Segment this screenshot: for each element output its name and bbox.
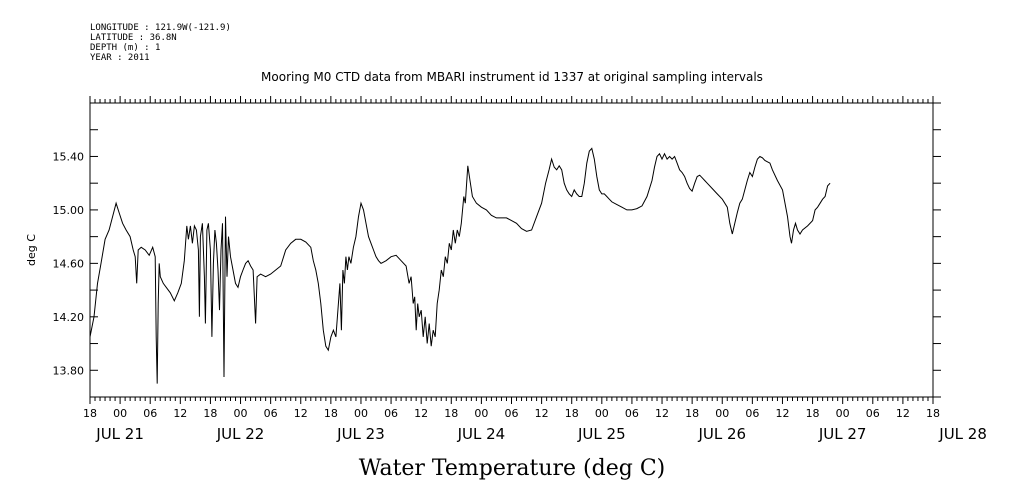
x-tick-label: 18: [565, 407, 579, 420]
x-day-label: JUL 28: [938, 425, 987, 443]
y-axis: 13.80 14.20 14.60 15.00 15.40: [53, 102, 941, 398]
meta-line-longitude: LONGITUDE : 121.9W(-121.9): [90, 23, 231, 33]
x-tick-label: 12: [173, 407, 187, 420]
x-tick-label: 06: [264, 407, 278, 420]
x-tick-label: 00: [354, 407, 368, 420]
meta-line-latitude: LATITUDE : 36.8N: [90, 33, 177, 43]
x-tick-label: 12: [535, 407, 549, 420]
x-tick-label: 12: [655, 407, 669, 420]
x-tick-label: 00: [113, 407, 127, 420]
x-tick-label: 06: [866, 407, 880, 420]
y-tick-label: 15.00: [53, 204, 85, 217]
metadata-header: LONGITUDE : 121.9W(-121.9) LATITUDE : 36…: [90, 23, 231, 63]
x-axis-label: Water Temperature (deg C): [359, 456, 666, 481]
x-tick-label: 12: [414, 407, 428, 420]
x-tick-label: 18: [203, 407, 217, 420]
x-tick-label: 06: [384, 407, 398, 420]
x-axis: 18 00 06 12 18 00 06 12 18 00 06 12 18 00 06 12 18 00 06 12…: [83, 96, 987, 443]
x-tick-label: 06: [745, 407, 759, 420]
y-tick-label: 15.40: [53, 150, 85, 163]
y-tick-label: 13.80: [53, 364, 85, 377]
x-tick-label: 12: [896, 407, 910, 420]
x-tick-label: 06: [505, 407, 519, 420]
chart-title: Mooring M0 CTD data from MBARI instrumen…: [261, 70, 763, 84]
x-tick-label: 18: [926, 407, 940, 420]
x-day-label: JUL 22: [216, 425, 265, 443]
x-tick-label: 06: [143, 407, 157, 420]
x-day-label: JUL 25: [577, 425, 626, 443]
x-tick-label: 18: [83, 407, 97, 420]
x-tick-label: 18: [324, 407, 338, 420]
x-tick-label: 06: [625, 407, 639, 420]
x-tick-label: 18: [806, 407, 820, 420]
x-tick-label: 00: [715, 407, 729, 420]
x-day-label: JUL 24: [457, 425, 506, 443]
x-tick-label: 00: [234, 407, 248, 420]
x-day-label: JUL 27: [818, 425, 867, 443]
y-tick-label: 14.60: [53, 257, 85, 270]
meta-line-depth: DEPTH (m) : 1: [90, 43, 160, 53]
y-axis-label: deg C: [25, 234, 38, 266]
x-tick-label: 00: [474, 407, 488, 420]
x-day-label: JUL 21: [95, 425, 144, 443]
meta-line-year: YEAR : 2011: [90, 53, 150, 63]
x-tick-label: 18: [444, 407, 458, 420]
x-tick-label: 00: [595, 407, 609, 420]
x-tick-label: 00: [836, 407, 850, 420]
x-tick-label: 12: [775, 407, 789, 420]
x-day-label: JUL 26: [697, 425, 746, 443]
x-day-label: JUL 23: [336, 425, 385, 443]
x-tick-label: 18: [685, 407, 699, 420]
series-line: [89, 147, 831, 384]
y-tick-label: 14.20: [53, 311, 85, 324]
x-tick-label: 12: [294, 407, 308, 420]
